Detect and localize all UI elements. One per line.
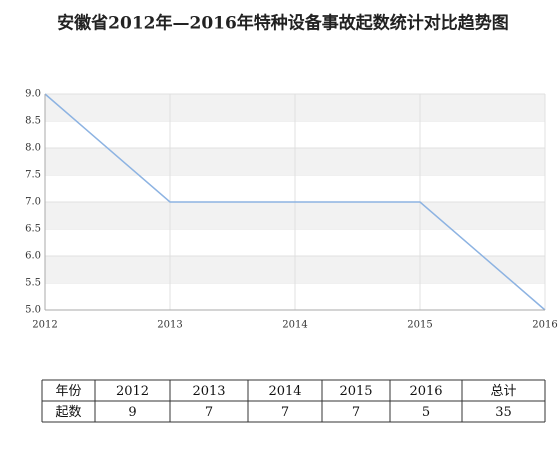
table-cell: 2016 (409, 384, 442, 399)
table-cell: 2013 (192, 384, 225, 399)
table-cell: 2014 (268, 384, 301, 399)
y-tick-label: 8.0 (25, 143, 41, 154)
y-tick-label: 7.0 (25, 197, 41, 208)
table-cell: 总计 (490, 384, 516, 399)
x-tick-label: 2015 (407, 320, 432, 331)
x-tick-label: 2012 (32, 320, 57, 331)
y-tick-label: 7.5 (25, 170, 41, 181)
chart-title: 安徽省2012年—2016年特种设备事故起数统计对比趋势图 (57, 13, 509, 34)
y-tick-label: 9.0 (25, 89, 41, 100)
y-tick-label: 5.0 (25, 305, 41, 316)
table-cell: 35 (495, 405, 512, 420)
y-tick-label: 6.5 (25, 224, 41, 235)
table-cell: 年份 (55, 384, 81, 399)
table-cell: 7 (281, 405, 289, 420)
table-cell: 7 (205, 405, 213, 420)
table-cell: 2015 (339, 384, 372, 399)
table-cell: 7 (352, 405, 360, 420)
table-cell: 9 (128, 405, 136, 420)
y-tick-label: 8.5 (25, 116, 41, 127)
x-tick-label: 2016 (532, 320, 557, 331)
y-tick-label: 6.0 (25, 251, 41, 262)
x-tick-label: 2013 (157, 320, 182, 331)
table-cell: 2012 (116, 384, 149, 399)
x-tick-label: 2014 (282, 320, 307, 331)
table-cell: 5 (422, 405, 430, 420)
table-cell: 起数 (55, 405, 81, 420)
line (44, 93, 546, 311)
y-tick-label: 5.5 (25, 278, 41, 289)
